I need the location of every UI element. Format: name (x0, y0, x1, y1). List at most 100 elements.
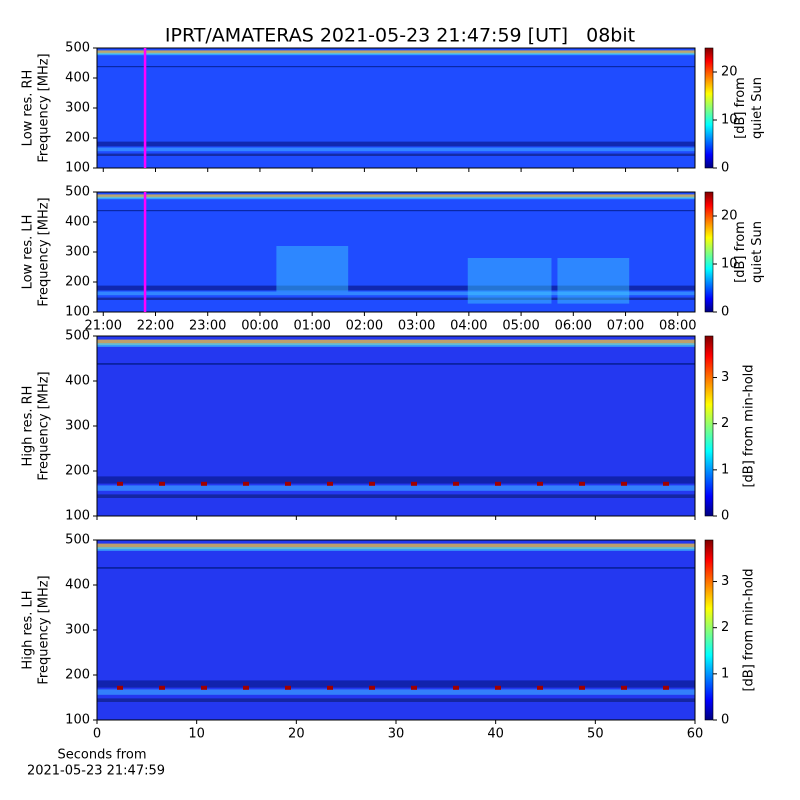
x-tick-label: 02:00 (346, 319, 383, 334)
y-axis-label: Frequency [MHz] (37, 197, 52, 306)
texture-band (97, 689, 695, 695)
texture-spot (579, 481, 585, 486)
colorbar-tick-label: 1 (721, 462, 729, 477)
colorbar-tick-label: 10 (721, 113, 738, 128)
x-tick-label: 00:00 (241, 319, 278, 334)
y-tick-label: 500 (65, 41, 90, 56)
x-tick-label: 04:00 (450, 319, 487, 334)
y-tick-label: 200 (65, 668, 90, 683)
texture-spot (159, 481, 165, 486)
texture-band (97, 66, 695, 68)
texture-band (97, 50, 695, 54)
y-tick-label: 500 (65, 185, 90, 200)
y-axis-label: Low res. LH (21, 215, 36, 290)
y-tick-label: 300 (65, 245, 90, 260)
texture-spot (411, 481, 417, 486)
y-tick-label: 400 (65, 578, 90, 593)
y-tick-label: 500 (65, 329, 90, 344)
texture-spot (159, 685, 165, 690)
y-axis-label: High res. RH (21, 386, 36, 467)
y-tick-label: 100 (65, 161, 90, 176)
x-tick-label: 05:00 (502, 319, 539, 334)
x-axis-label: Seconds from (57, 748, 146, 763)
y-tick-label: 300 (65, 623, 90, 638)
colorbar (704, 191, 714, 313)
y-axis-label: Frequency [MHz] (37, 371, 52, 480)
texture-band (97, 494, 695, 498)
x-tick-label: 22:00 (137, 319, 174, 334)
colorbar-tick-label: 0 (721, 713, 729, 728)
texture-band (97, 698, 695, 702)
y-tick-label: 100 (65, 713, 90, 728)
texture-band (97, 196, 695, 200)
texture-band (97, 210, 695, 212)
x-tick-label: 20 (288, 727, 305, 742)
texture-band (97, 567, 695, 569)
texture-spot (243, 685, 249, 690)
texture-band (97, 52, 695, 56)
colorbar-label: [dB] from min-hold (742, 568, 757, 691)
colorbar-tick-label: 10 (721, 257, 738, 272)
texture-spot (327, 481, 333, 486)
y-tick-label: 100 (65, 305, 90, 320)
x-tick-label: 60 (687, 727, 704, 742)
colorbar-tick-label: 0 (721, 509, 729, 524)
colorbar-tick-label: 3 (721, 370, 729, 385)
colorbar-tick-label: 3 (721, 574, 729, 589)
texture-spot (201, 481, 207, 486)
colorbar-tick-label: 0 (721, 161, 729, 176)
texture-band (97, 194, 695, 198)
x-tick-label: 30 (388, 727, 405, 742)
x-tick-label: 10 (188, 727, 205, 742)
colorbar-tick-label: 2 (721, 416, 729, 431)
x-tick-label: 50 (587, 727, 604, 742)
texture-spot (201, 685, 207, 690)
texture-patch (467, 258, 552, 304)
x-tick-label: 01:00 (293, 319, 330, 334)
texture-spot (243, 481, 249, 486)
texture-patch (276, 246, 349, 292)
texture-spot (663, 481, 669, 486)
colorbar-label: [dB] from (733, 221, 748, 283)
texture-band (97, 485, 695, 491)
texture-spot (411, 685, 417, 690)
texture-spot (369, 481, 375, 486)
y-axis-label: Low res. RH (21, 70, 36, 147)
x-tick-label: 03:00 (398, 319, 435, 334)
texture-band (97, 680, 695, 688)
texture-band (97, 297, 695, 300)
x-tick-label: 06:00 (555, 319, 592, 334)
y-tick-label: 300 (65, 419, 90, 434)
x-tick-label: 0 (93, 727, 101, 742)
y-axis-label: High res. LH (21, 590, 36, 669)
y-axis-label: Frequency [MHz] (37, 53, 52, 162)
texture-spot (453, 685, 459, 690)
texture-band (97, 543, 695, 549)
texture-spot (579, 685, 585, 690)
colorbar (704, 335, 714, 517)
colorbar-tick-label: 2 (721, 620, 729, 635)
colorbar-tick-label: 20 (721, 209, 738, 224)
texture-spot (537, 685, 543, 690)
texture-spot (663, 685, 669, 690)
texture-spot (453, 481, 459, 486)
y-tick-label: 200 (65, 275, 90, 290)
x-tick-label: 07:00 (607, 319, 644, 334)
colorbar-label: [dB] from min-hold (742, 364, 757, 487)
texture-band (97, 291, 695, 296)
y-tick-label: 200 (65, 131, 90, 146)
y-tick-label: 100 (65, 509, 90, 524)
y-axis-label: Frequency [MHz] (37, 575, 52, 684)
texture-spot (327, 685, 333, 690)
x-axis-label: 2021-05-23 21:47:59 (27, 764, 165, 779)
texture-spot (495, 481, 501, 486)
y-tick-label: 500 (65, 533, 90, 548)
colorbar-label: quiet Sun (750, 77, 765, 139)
y-tick-label: 200 (65, 464, 90, 479)
texture-band (97, 141, 695, 147)
x-tick-label: 08:00 (659, 319, 696, 334)
colorbar-tick-label: 0 (721, 305, 729, 320)
y-tick-label: 400 (65, 71, 90, 86)
texture-band (97, 476, 695, 484)
